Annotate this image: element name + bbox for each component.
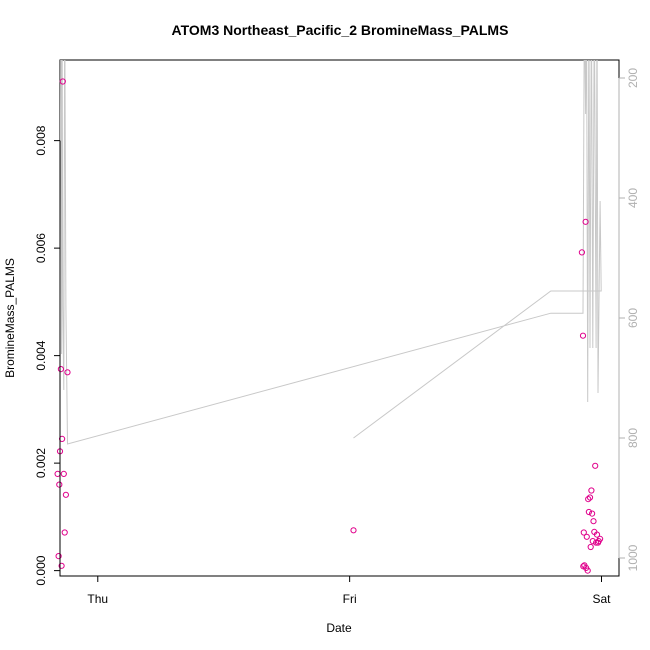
data-point <box>592 462 599 469</box>
data-point <box>62 491 70 498</box>
y-tick-label: 0.006 <box>34 233 48 263</box>
x-tick-label: Fri <box>343 592 357 606</box>
altitude-line <box>60 60 602 445</box>
x-tick-label: Thu <box>87 592 108 606</box>
y-tick-label: 0.002 <box>34 448 48 478</box>
data-point <box>593 531 601 538</box>
y-axis-label: BromineMass_PALMS <box>3 258 17 378</box>
y2-tick-label: 600 <box>626 308 640 328</box>
y2-tick-label: 800 <box>626 428 640 448</box>
data-point <box>61 529 68 536</box>
data-point <box>58 562 65 569</box>
bromine-points-series <box>54 78 604 574</box>
y-axis: 0.000 0.002 0.004 0.006 0.008 <box>34 125 61 586</box>
data-point <box>59 78 66 85</box>
data-point <box>579 332 587 339</box>
y-tick-label: 0.000 <box>34 555 48 585</box>
data-point <box>56 481 63 488</box>
chart-title: ATOM3 Northeast_Pacific_2 BromineMass_PA… <box>172 22 509 38</box>
data-point <box>583 533 590 540</box>
altitude-line-series <box>60 60 602 445</box>
y2-tick-label: 400 <box>626 188 640 208</box>
data-point <box>584 567 591 574</box>
data-point <box>589 510 596 517</box>
data-point <box>590 518 597 525</box>
y2-tick-label: 200 <box>626 68 640 88</box>
y-tick-label: 0.008 <box>34 125 48 155</box>
data-point <box>587 543 594 551</box>
data-point <box>57 366 65 373</box>
y-tick-label: 0.004 <box>34 340 48 370</box>
data-point <box>350 527 357 534</box>
data-point <box>64 369 71 376</box>
data-point <box>55 553 62 560</box>
data-point <box>597 535 604 543</box>
data-point <box>578 249 586 256</box>
data-point <box>585 508 593 516</box>
data-point <box>586 494 594 501</box>
data-point <box>60 470 67 477</box>
x-tick-label: Sat <box>593 592 612 606</box>
y2-axis: 200 400 600 800 1000 <box>618 68 640 571</box>
data-point <box>588 487 595 494</box>
x-axis: Thu Fri Sat <box>87 575 612 606</box>
data-point <box>582 218 589 225</box>
x-axis-label: Date <box>326 621 352 635</box>
y2-tick-label: 1000 <box>626 544 640 571</box>
data-point <box>580 529 587 536</box>
data-point <box>585 496 592 503</box>
